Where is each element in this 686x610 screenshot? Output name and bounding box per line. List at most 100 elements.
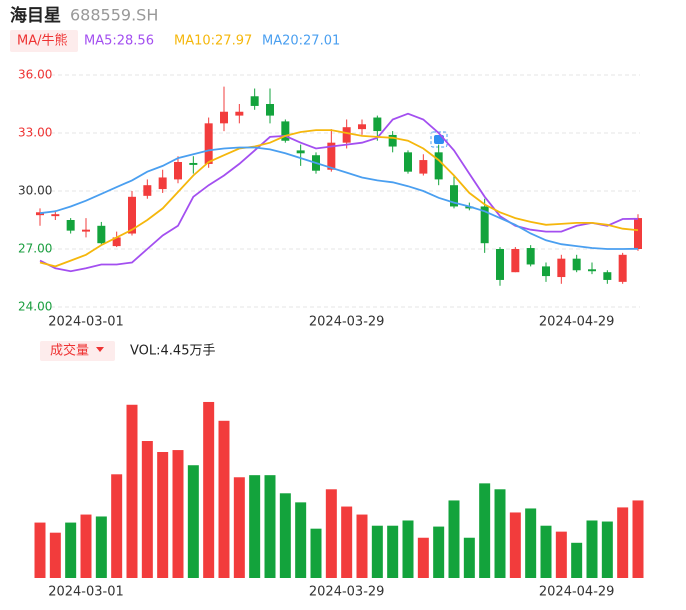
volume-bar — [617, 507, 629, 578]
candle-body — [143, 185, 152, 196]
volume-bar — [310, 528, 322, 578]
candle-body — [358, 124, 366, 130]
y-tick-label: 33.00 — [18, 126, 52, 140]
candle-body — [404, 152, 412, 172]
volume-bar — [264, 475, 276, 578]
candle-body — [557, 258, 566, 278]
volume-bar — [325, 489, 337, 578]
volume-bar — [387, 525, 399, 578]
candle-body — [266, 104, 274, 116]
volume-bar — [356, 514, 368, 578]
candle-body — [373, 117, 382, 132]
volume-bar — [141, 441, 153, 578]
volume-bar — [203, 401, 215, 578]
candle-body — [189, 162, 198, 165]
candle-body — [542, 266, 550, 277]
volume-bar — [126, 404, 138, 578]
volume-bar — [555, 531, 567, 578]
candle-body — [603, 272, 612, 280]
candle-body — [66, 220, 75, 231]
volume-bar — [218, 420, 230, 578]
candle-body — [235, 111, 244, 116]
x-tick-label: 2024-03-29 — [309, 315, 385, 330]
candle-body — [572, 258, 581, 271]
ma-legend: MA10:27.97 — [174, 34, 252, 49]
candle-body — [281, 121, 290, 141]
volume-bar — [80, 514, 92, 578]
candle-body — [82, 229, 90, 232]
candle-body — [204, 123, 213, 164]
volume-bar — [509, 512, 521, 578]
volume-bar — [249, 475, 261, 578]
volume-bar — [601, 521, 613, 578]
candle-body — [220, 111, 228, 124]
volume-bar — [448, 500, 460, 578]
volume-bar — [632, 500, 644, 578]
volume-button[interactable]: 成交量 — [50, 343, 89, 359]
x-tick-label: 2024-04-29 — [539, 585, 615, 600]
stock-name: 海目星 — [10, 5, 61, 26]
y-tick-label: 30.00 — [18, 184, 52, 198]
candle-body — [51, 214, 60, 217]
ma-button[interactable]: MA/牛熊 — [17, 33, 68, 49]
y-tick-label: 24.00 — [18, 300, 52, 314]
candle-body — [419, 160, 428, 174]
volume-bar — [479, 483, 491, 578]
volume-bar — [65, 522, 77, 578]
volume-bar — [187, 465, 199, 578]
candle-body — [296, 150, 305, 154]
volume-bar — [371, 525, 383, 578]
volume-bar — [233, 477, 245, 578]
x-tick-label: 2024-03-01 — [48, 585, 124, 600]
volume-bar — [463, 537, 475, 578]
volume-bar — [402, 520, 414, 578]
volume-bar — [586, 520, 598, 578]
candle-body — [480, 206, 489, 244]
x-tick-label: 2024-04-29 — [539, 315, 615, 330]
candle-body — [128, 196, 136, 234]
volume-bar — [417, 537, 429, 578]
ma-button-bg[interactable] — [10, 30, 78, 52]
volume-bar — [494, 489, 506, 578]
volume-bar — [295, 502, 307, 578]
candle-body — [511, 249, 520, 273]
y-tick-label: 27.00 — [18, 242, 52, 256]
ma-line — [39, 146, 639, 250]
y-tick-label: 36.00 — [18, 68, 52, 82]
volume-button-bg[interactable] — [40, 341, 115, 361]
x-tick-label: 2024-03-29 — [309, 585, 385, 600]
volume-bar — [433, 526, 445, 578]
volume-bar — [172, 450, 184, 578]
candle-body — [588, 269, 596, 272]
candle-body — [526, 248, 535, 265]
volume-bar — [540, 525, 552, 578]
volume-bar — [111, 474, 123, 578]
candle-body — [496, 249, 504, 280]
ma-line — [39, 129, 639, 268]
candle-body — [250, 96, 259, 106]
dropdown-arrow[interactable] — [96, 347, 104, 352]
ma-line — [39, 112, 639, 273]
candle-body — [327, 142, 336, 170]
x-tick-label: 2024-03-01 — [48, 315, 124, 330]
candle-body — [36, 212, 44, 216]
volume-bar — [525, 508, 537, 578]
volume-bar — [571, 542, 583, 578]
candle-body — [158, 177, 167, 190]
candle-body — [112, 237, 121, 247]
candle-body — [634, 218, 642, 249]
candle-body — [342, 127, 351, 143]
volume-bar — [49, 532, 61, 578]
ma-legend: MA20:27.01 — [262, 34, 340, 49]
ma-legend: MA5:28.56 — [84, 34, 154, 49]
candle-body — [388, 134, 397, 147]
volume-bar — [341, 506, 353, 578]
volume-bar — [157, 451, 169, 578]
volume-bar — [34, 522, 46, 578]
stock-code: 688559.SH — [70, 6, 158, 25]
volume-bar — [95, 516, 107, 578]
candle-body — [618, 254, 627, 282]
volume-label: VOL:4.45万手 — [130, 344, 215, 359]
